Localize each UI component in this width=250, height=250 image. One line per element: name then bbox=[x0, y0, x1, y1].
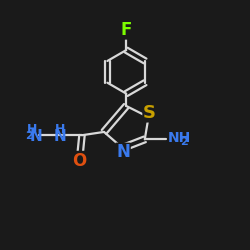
Text: H: H bbox=[27, 122, 38, 136]
Text: N: N bbox=[30, 129, 42, 144]
Text: 2: 2 bbox=[26, 132, 33, 141]
Text: 2: 2 bbox=[180, 137, 188, 147]
Text: N: N bbox=[116, 144, 130, 162]
Text: H: H bbox=[55, 122, 66, 136]
Text: NH: NH bbox=[168, 131, 191, 145]
Text: F: F bbox=[120, 21, 132, 39]
Text: S: S bbox=[143, 104, 156, 122]
Text: O: O bbox=[72, 152, 86, 170]
Text: N: N bbox=[54, 129, 67, 144]
